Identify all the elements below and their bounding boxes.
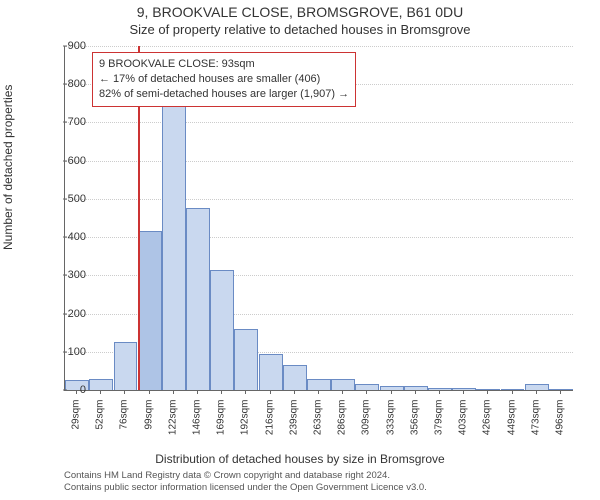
callout-line: 9 BROOKVALE CLOSE: 93sqm xyxy=(99,57,349,72)
chart-title: 9, BROOKVALE CLOSE, BROMSGROVE, B61 0DU xyxy=(0,4,600,20)
y-tick-label: 600 xyxy=(56,155,86,167)
y-tick-mark xyxy=(63,198,67,199)
x-tick-mark xyxy=(560,390,561,394)
x-tick-label: 52sqm xyxy=(95,400,106,450)
x-tick-label: 263sqm xyxy=(313,400,324,450)
x-tick-label: 333sqm xyxy=(385,400,396,450)
histogram-bar xyxy=(89,379,113,390)
y-tick-mark xyxy=(63,351,67,352)
histogram-bar xyxy=(259,354,283,390)
histogram-bar xyxy=(162,103,186,390)
x-tick-mark xyxy=(463,390,464,394)
x-tick-label: 403sqm xyxy=(458,400,469,450)
y-tick-mark xyxy=(63,275,67,276)
y-tick-mark xyxy=(63,390,67,391)
histogram-bar xyxy=(549,389,573,390)
histogram-bar xyxy=(525,384,549,390)
x-tick-mark xyxy=(173,390,174,394)
y-tick-mark xyxy=(63,237,67,238)
x-tick-label: 192sqm xyxy=(240,400,251,450)
histogram-bar xyxy=(210,270,234,390)
histogram-bar xyxy=(355,384,379,390)
x-tick-mark xyxy=(270,390,271,394)
callout-line: 82% of semi-detached houses are larger (… xyxy=(99,87,349,102)
x-tick-label: 449sqm xyxy=(506,400,517,450)
callout-box: 9 BROOKVALE CLOSE: 93sqm← 17% of detache… xyxy=(92,52,356,107)
x-tick-mark xyxy=(76,390,77,394)
histogram-bar xyxy=(380,386,404,390)
histogram-bar xyxy=(331,379,355,390)
chart-subtitle: Size of property relative to detached ho… xyxy=(0,22,600,37)
attribution-line-1: Contains HM Land Registry data © Crown c… xyxy=(64,470,427,482)
x-tick-label: 496sqm xyxy=(554,400,565,450)
histogram-bar xyxy=(428,388,452,390)
gridline xyxy=(65,122,573,123)
y-tick-label: 100 xyxy=(56,346,86,358)
x-tick-mark xyxy=(221,390,222,394)
x-tick-label: 146sqm xyxy=(192,400,203,450)
histogram-bar xyxy=(307,379,331,390)
x-tick-label: 426sqm xyxy=(482,400,493,450)
attribution-line-2: Contains public sector information licen… xyxy=(64,482,427,494)
x-tick-mark xyxy=(245,390,246,394)
x-tick-mark xyxy=(536,390,537,394)
histogram-bar xyxy=(138,231,162,390)
attribution-text: Contains HM Land Registry data © Crown c… xyxy=(64,470,427,495)
y-tick-label: 400 xyxy=(56,231,86,243)
y-tick-mark xyxy=(63,84,67,85)
gridline xyxy=(65,199,573,200)
x-tick-label: 122sqm xyxy=(167,400,178,450)
y-tick-label: 200 xyxy=(56,308,86,320)
histogram-bar xyxy=(501,389,525,390)
y-tick-label: 500 xyxy=(56,193,86,205)
y-tick-mark xyxy=(63,122,67,123)
histogram-bar xyxy=(234,329,258,390)
x-tick-mark xyxy=(512,390,513,394)
gridline xyxy=(65,46,573,47)
x-tick-label: 286sqm xyxy=(337,400,348,450)
x-tick-mark xyxy=(487,390,488,394)
x-tick-label: 309sqm xyxy=(361,400,372,450)
x-tick-label: 356sqm xyxy=(409,400,420,450)
y-tick-mark xyxy=(63,160,67,161)
x-tick-label: 76sqm xyxy=(119,400,130,450)
x-tick-mark xyxy=(415,390,416,394)
x-tick-mark xyxy=(439,390,440,394)
y-tick-mark xyxy=(63,313,67,314)
x-tick-mark xyxy=(100,390,101,394)
y-tick-mark xyxy=(63,46,67,47)
x-tick-mark xyxy=(124,390,125,394)
x-tick-mark xyxy=(197,390,198,394)
callout-line: ← 17% of detached houses are smaller (40… xyxy=(99,72,349,87)
x-tick-label: 379sqm xyxy=(433,400,444,450)
x-tick-label: 29sqm xyxy=(71,400,82,450)
x-tick-mark xyxy=(149,390,150,394)
x-tick-mark xyxy=(366,390,367,394)
x-tick-mark xyxy=(342,390,343,394)
y-tick-label: 300 xyxy=(56,269,86,281)
histogram-bar xyxy=(114,342,138,390)
y-tick-label: 900 xyxy=(56,40,86,52)
x-tick-mark xyxy=(318,390,319,394)
gridline xyxy=(65,161,573,162)
y-axis-label: Number of detached properties xyxy=(1,85,15,250)
x-tick-label: 216sqm xyxy=(264,400,275,450)
chart-container: { "chart": { "type": "histogram", "title… xyxy=(0,0,600,500)
histogram-bar xyxy=(186,208,210,390)
y-tick-label: 800 xyxy=(56,78,86,90)
x-tick-mark xyxy=(391,390,392,394)
x-tick-mark xyxy=(294,390,295,394)
x-tick-label: 99sqm xyxy=(143,400,154,450)
x-tick-label: 169sqm xyxy=(216,400,227,450)
x-axis-label: Distribution of detached houses by size … xyxy=(0,452,600,466)
histogram-bar xyxy=(283,365,307,390)
x-tick-label: 473sqm xyxy=(530,400,541,450)
histogram-bar xyxy=(404,386,428,390)
y-tick-label: 0 xyxy=(56,384,86,396)
y-tick-label: 700 xyxy=(56,116,86,128)
x-tick-label: 239sqm xyxy=(288,400,299,450)
